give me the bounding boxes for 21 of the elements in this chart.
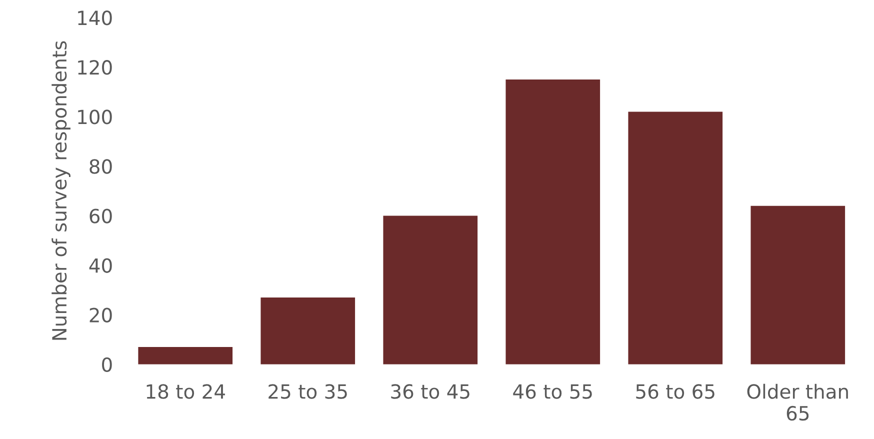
bar <box>260 297 356 364</box>
x-tick-label: Older than 65 <box>747 384 848 421</box>
x-tick-label: 36 to 45 <box>391 384 470 399</box>
bar <box>383 216 478 364</box>
y-tick-label: 0 <box>102 357 112 372</box>
x-tick-label: 56 to 65 <box>636 384 714 399</box>
y-axis-title: Number of survey respondents <box>52 41 70 340</box>
bar <box>628 112 723 364</box>
y-tick-label: 40 <box>89 258 112 273</box>
y-tick-label: 140 <box>78 10 112 26</box>
bar <box>138 347 233 364</box>
y-tick-label: 100 <box>78 110 112 124</box>
y-tick-label: 20 <box>90 308 112 322</box>
bar <box>750 206 846 364</box>
y-tick-label: 120 <box>78 60 112 75</box>
y-tick-label: 80 <box>90 159 112 174</box>
y-tick-label: 60 <box>90 208 112 224</box>
x-tick-label: 18 to 24 <box>146 384 225 399</box>
bar <box>506 79 600 364</box>
x-tick-label: 25 to 35 <box>268 384 347 399</box>
x-tick-label: 46 to 55 <box>513 384 592 399</box>
